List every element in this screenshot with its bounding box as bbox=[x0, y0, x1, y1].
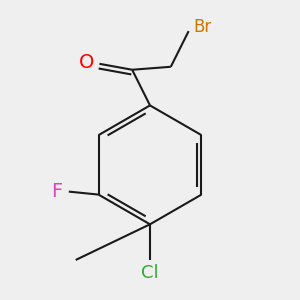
Text: Br: Br bbox=[193, 18, 211, 36]
Text: Cl: Cl bbox=[141, 264, 159, 282]
Text: O: O bbox=[78, 53, 94, 72]
Text: F: F bbox=[51, 182, 62, 201]
